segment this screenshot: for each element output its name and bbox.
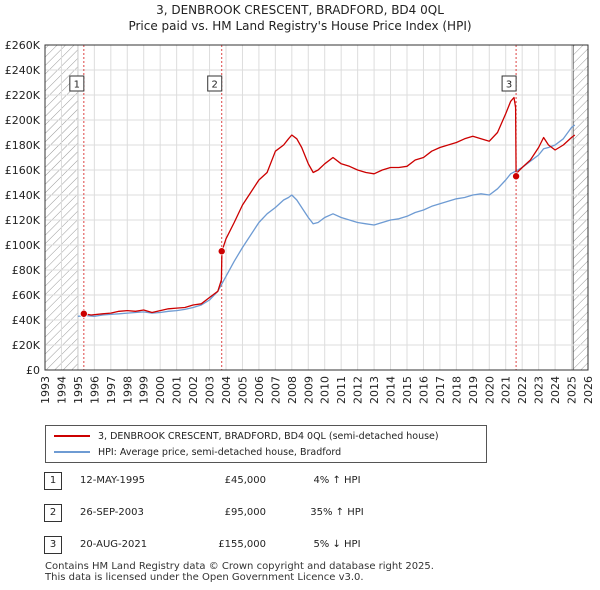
sale-hpi-change: 35% ↑ HPI — [310, 507, 364, 518]
y-tick-label: £260K — [5, 39, 41, 52]
legend-swatch-red — [54, 435, 90, 437]
x-tick-label: 1995 — [72, 376, 85, 404]
x-tick-label: 2000 — [154, 376, 167, 404]
sale-number-badge: 2 — [44, 504, 62, 522]
y-tick-label: £100K — [5, 239, 41, 252]
x-tick-label: 2001 — [171, 376, 184, 404]
y-tick-label: £220K — [5, 89, 41, 102]
x-tick-label: 2017 — [434, 376, 447, 404]
sale-hpi-change: 4% ↑ HPI — [313, 475, 361, 486]
x-tick-label: 2021 — [500, 376, 513, 404]
y-tick-label: £200K — [5, 114, 41, 127]
y-tick-label: £140K — [5, 189, 41, 202]
chart-title-line1: 3, DENBROOK CRESCENT, BRADFORD, BD4 0QL — [156, 3, 444, 17]
footer: Contains HM Land Registry data © Crown c… — [45, 561, 434, 583]
x-tick-label: 2020 — [483, 376, 496, 404]
footer-copyright: Contains HM Land Registry data © Crown c… — [45, 561, 434, 572]
x-tick-label: 2006 — [253, 376, 266, 404]
y-tick-label: £0 — [26, 364, 40, 377]
x-tick-label: 2002 — [187, 376, 200, 404]
sale-price: £155,000 — [218, 539, 266, 550]
x-tick-label: 2008 — [286, 376, 299, 404]
x-tick-label: 1994 — [55, 376, 68, 404]
y-tick-label: £120K — [5, 214, 41, 227]
sale-number-label: 2 — [212, 80, 218, 91]
x-tick-label: 1998 — [121, 376, 134, 404]
legend-label-hpi: HPI: Average price, semi-detached house,… — [98, 446, 342, 458]
y-tick-label: £160K — [5, 164, 41, 177]
x-tick-label: 1993 — [39, 376, 52, 404]
x-tick-label: 2003 — [204, 376, 217, 404]
sale-hpi-change: 5% ↓ HPI — [313, 539, 361, 550]
sale-number-box — [501, 75, 517, 92]
table-row: 3 20-AUG-2021 £155,000 5% ↓ HPI — [44, 536, 444, 554]
sale-price: £95,000 — [224, 507, 266, 518]
sale-number-label: 3 — [506, 80, 512, 91]
series-line-property — [83, 96, 576, 316]
x-tick-label: 2004 — [220, 376, 233, 404]
x-tick-label: 2005 — [236, 376, 249, 404]
y-tick-label: £40K — [12, 314, 41, 327]
y-tick-label: £240K — [5, 64, 41, 77]
x-tick-label: 2022 — [516, 376, 529, 404]
x-tick-label: 2018 — [450, 376, 463, 404]
legend-label-property: 3, DENBROOK CRESCENT, BRADFORD, BD4 0QL … — [98, 430, 439, 442]
sale-date: 26-SEP-2003 — [80, 507, 144, 518]
series-line-hpi — [77, 124, 576, 317]
x-tick-label: 2015 — [401, 376, 414, 404]
y-tick-label: £180K — [5, 139, 41, 152]
plot-frame — [44, 44, 589, 371]
x-tick-label: 2012 — [352, 376, 365, 404]
x-tick-label: 1997 — [105, 376, 118, 404]
chart-title-line2: Price paid vs. HM Land Registry's House … — [128, 19, 472, 33]
x-tick-label: 2023 — [533, 376, 546, 404]
legend-swatch-blue — [54, 451, 90, 453]
sale-date: 12-MAY-1995 — [80, 475, 146, 486]
sale-number-box — [207, 75, 223, 92]
x-tick-label: 2019 — [467, 376, 480, 404]
x-tick-label: 1996 — [88, 376, 101, 404]
hatched-region-right — [573, 45, 588, 370]
y-tick-label: £60K — [12, 289, 41, 302]
footer-licence: This data is licensed under the Open Gov… — [45, 572, 364, 583]
sale-point — [217, 247, 226, 256]
x-tick-label: 2016 — [417, 376, 430, 404]
x-tick-label: 2013 — [368, 376, 381, 404]
sale-number-badge: 3 — [44, 536, 62, 554]
x-tick-label: 2009 — [302, 376, 315, 404]
legend-item-property: 3, DENBROOK CRESCENT, BRADFORD, BD4 0QL … — [54, 429, 439, 443]
table-row: 2 26-SEP-2003 £95,000 35% ↑ HPI — [44, 504, 444, 522]
x-tick-label: 2026 — [582, 376, 595, 404]
sale-point — [79, 309, 88, 318]
sale-price: £45,000 — [224, 475, 266, 486]
x-tick-label: 2011 — [335, 376, 348, 404]
x-tick-label: 2007 — [269, 376, 282, 404]
sale-date: 20-AUG-2021 — [80, 539, 148, 550]
sale-point — [512, 172, 521, 181]
y-tick-label: £20K — [12, 339, 41, 352]
legend-item-hpi: HPI: Average price, semi-detached house,… — [54, 445, 341, 459]
x-tick-label: 2010 — [319, 376, 332, 404]
sale-number-badge: 1 — [44, 472, 62, 490]
x-tick-label: 2024 — [549, 376, 562, 404]
x-tick-label: 2014 — [385, 376, 398, 404]
sale-number-box — [69, 75, 85, 92]
legend: 3, DENBROOK CRESCENT, BRADFORD, BD4 0QL … — [45, 425, 487, 463]
sale-number-label: 1 — [74, 80, 80, 91]
x-tick-label: 2025 — [566, 376, 579, 404]
price-chart: 1 2 3 £0 £20K £40K £60K £80K £100K £120K £140K £16… — [5, 39, 595, 404]
x-tick-label: 1999 — [138, 376, 151, 404]
y-tick-label: £80K — [12, 264, 41, 277]
table-row: 1 12-MAY-1995 £45,000 4% ↑ HPI — [44, 472, 444, 490]
